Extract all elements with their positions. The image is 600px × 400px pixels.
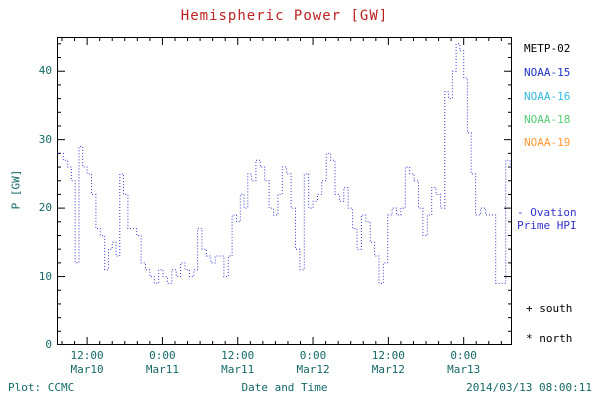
hpi-note-line1: - Ovation xyxy=(517,206,577,219)
x-tick-label: 0:00 Mar11 xyxy=(130,349,194,377)
x-tick-label: 0:00 Mar13 xyxy=(432,349,496,377)
legend-item-noaa-16: NOAA-16 xyxy=(524,90,571,103)
ovation-prime-hpi-note: - Ovation Prime HPI xyxy=(517,206,577,232)
x-tick-date: Mar10 xyxy=(70,363,104,376)
x-tick-label: 12:00 Mar10 xyxy=(55,349,119,377)
x-tick-date: Mar12 xyxy=(371,363,405,376)
x-tick-label: 0:00 Mar12 xyxy=(281,349,345,377)
y-tick-label: 20 xyxy=(38,201,52,215)
legend-item-noaa-19: NOAA-19 xyxy=(524,136,571,149)
x-tick-date: Mar11 xyxy=(145,363,179,376)
legend-item-noaa-18: NOAA-18 xyxy=(524,113,571,126)
x-tick-date: Mar13 xyxy=(447,363,481,376)
x-axis-label: Date and Time xyxy=(241,381,328,394)
y-tick-label: 30 xyxy=(38,132,52,146)
timestamp: 2014/03/13 08:00:11 xyxy=(466,381,592,394)
south-marker-note: + south xyxy=(526,302,573,315)
x-tick-time: 12:00 xyxy=(70,349,104,362)
y-tick-label: 0 xyxy=(45,338,52,351)
y-tick-label: 40 xyxy=(38,64,52,78)
legend-item-metp-02: METP-02 xyxy=(524,42,571,55)
x-tick-time: 0:00 xyxy=(450,349,477,362)
north-marker-note: * north xyxy=(526,332,573,345)
plot-svg xyxy=(57,37,512,346)
x-tick-time: 12:00 xyxy=(371,349,405,362)
legend-item-noaa-15: NOAA-15 xyxy=(524,66,571,79)
plot-credit: Plot: CCMC xyxy=(8,381,75,394)
plot-area xyxy=(57,37,512,346)
x-tick-time: 12:00 xyxy=(221,349,255,362)
y-tick-label: 10 xyxy=(38,269,52,283)
x-tick-time: 0:00 xyxy=(149,349,176,362)
x-tick-time: 0:00 xyxy=(299,349,327,362)
x-tick-date: Mar12 xyxy=(296,363,330,376)
x-tick-label: 12:00 Mar11 xyxy=(206,349,270,377)
chart-title: Hemispheric Power [GW] xyxy=(180,8,389,24)
hpi-note-line2: Prime HPI xyxy=(517,219,577,232)
x-tick-date: Mar11 xyxy=(221,363,255,376)
x-tick-label: 12:00 Mar12 xyxy=(356,349,420,377)
